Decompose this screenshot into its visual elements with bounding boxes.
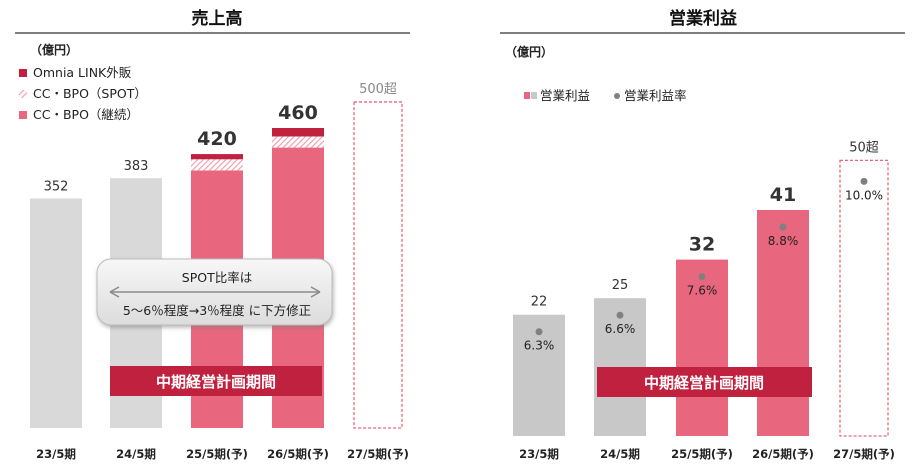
- sales-bar-omnia: [272, 128, 324, 137]
- profit-value-label: 25: [612, 278, 629, 293]
- legend-swatch-omnia: [19, 69, 27, 77]
- profit-rate-dot: [616, 311, 624, 319]
- legend-swatch-profit-actual: [531, 92, 537, 99]
- profit-value-label: 32: [689, 234, 715, 256]
- legend-label-omnia: Omnia LINK外販: [33, 65, 132, 80]
- sales-bar-omnia: [191, 154, 243, 160]
- sales-category-label: 25/5期(予): [186, 447, 248, 461]
- sales-bar-spot: [191, 159, 243, 171]
- legend-dot-rate-icon: [614, 93, 620, 99]
- profit-rate-label: 10.0%: [845, 188, 883, 202]
- profit-bar: [676, 259, 728, 436]
- profit-chart: 営業利益 （億円） 営業利益 営業利益率 22 6.3% 25 6.6% 32 7.6% 4…: [500, 8, 905, 461]
- callout-line-2: 5～6％程度→3％程度 に下方修正: [123, 303, 311, 318]
- profit-rate-dot: [698, 273, 706, 281]
- sales-target-label: 500超: [359, 82, 397, 97]
- legend-label-rate: 営業利益率: [624, 88, 687, 103]
- sales-bar-target: [353, 101, 403, 429]
- profit-category-label: 24/5期: [600, 447, 640, 461]
- profit-rate-dot: [535, 328, 543, 336]
- legend-label-profit: 営業利益: [540, 88, 590, 103]
- legend-swatch-spot: [19, 90, 27, 98]
- sales-category-label: 24/5期: [116, 447, 156, 461]
- profit-rate-label: 6.3%: [524, 339, 555, 353]
- sales-total-label: 460: [278, 102, 318, 124]
- profit-plan-band-label: 中期経営計画期間: [644, 374, 764, 392]
- profit-rate-label: 8.8%: [768, 234, 799, 248]
- callout-line-1: SPOT比率は: [182, 270, 252, 285]
- sales-bar-actual: [30, 198, 82, 428]
- sales-callout: SPOT比率は 5～6％程度→3％程度 に下方修正: [96, 258, 333, 326]
- profit-plan-band: [597, 367, 812, 397]
- callout-arrow-right-icon: [310, 286, 321, 298]
- legend-label-spot: CC・BPO（SPOT）: [33, 86, 147, 101]
- sales-bar-spot: [272, 136, 324, 148]
- profit-value-label: 41: [770, 184, 796, 206]
- profit-chart-title: 営業利益: [669, 8, 737, 29]
- legend-swatch-profit-forecast: [524, 92, 530, 99]
- callout-arrow-left-icon: [109, 286, 120, 298]
- profit-category-label: 23/5期: [519, 447, 559, 461]
- sales-category-label: 23/5期: [36, 447, 76, 461]
- profit-category-label: 27/5期(予): [833, 447, 895, 461]
- profit-target-label: 50超: [849, 140, 879, 155]
- sales-plan-band-label: 中期経営計画期間: [156, 373, 276, 391]
- legend-label-continuing: CC・BPO（継続）: [33, 107, 139, 122]
- sales-value-label: 352: [44, 179, 69, 194]
- profit-legend: 営業利益 営業利益率: [524, 88, 687, 103]
- sales-category-label: 26/5期(予): [267, 447, 329, 461]
- sales-category-label: 27/5期(予): [347, 447, 409, 461]
- sales-total-label: 420: [197, 128, 237, 150]
- legend-swatch-continuing: [19, 111, 27, 119]
- profit-unit-label: （億円）: [505, 44, 553, 59]
- profit-category-label: 26/5期(予): [752, 447, 814, 461]
- sales-unit-label: （億円）: [30, 42, 78, 57]
- profit-bar: [757, 210, 809, 436]
- profit-bar-target: [839, 159, 889, 437]
- sales-category-labels: 23/5期 24/5期 25/5期(予) 26/5期(予) 27/5期(予): [36, 447, 409, 461]
- profit-category-labels: 23/5期 24/5期 25/5期(予) 26/5期(予) 27/5期(予): [519, 447, 895, 461]
- sales-legend: Omnia LINK外販 CC・BPO（SPOT） CC・BPO（継続）: [19, 65, 147, 122]
- sales-value-label: 383: [124, 159, 149, 174]
- profit-rate-label: 6.6%: [605, 322, 636, 336]
- sales-plan-band: [110, 366, 322, 396]
- profit-rate-dot: [860, 177, 868, 185]
- profit-rate-label: 7.6%: [687, 284, 718, 298]
- sales-chart: 売上高 （億円） Omnia LINK外販 CC・BPO（SPOT） CC・BP…: [15, 8, 410, 461]
- profit-value-label: 22: [531, 295, 548, 310]
- sales-chart-title: 売上高: [192, 8, 243, 29]
- profit-category-label: 25/5期(予): [671, 447, 733, 461]
- profit-rate-dot: [779, 223, 787, 231]
